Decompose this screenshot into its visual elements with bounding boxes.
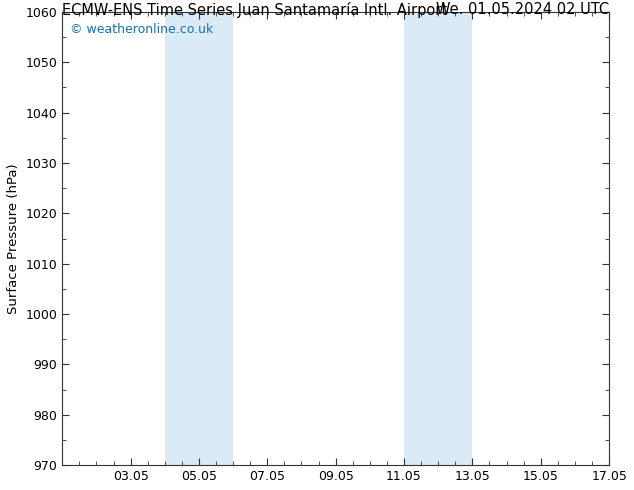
- Text: We. 01.05.2024 02 UTC: We. 01.05.2024 02 UTC: [436, 2, 609, 18]
- Text: © weatheronline.co.uk: © weatheronline.co.uk: [70, 24, 214, 36]
- Bar: [165, 12, 233, 465]
- Text: ECMW-ENS Time Series Juan Santamaría Intl. Airport: ECMW-ENS Time Series Juan Santamaría Int…: [0, 489, 1, 490]
- Text: ECMW-ENS Time Series Juan Santamaría Intl. Airport: ECMW-ENS Time Series Juan Santamaría Int…: [62, 2, 448, 19]
- Bar: [404, 12, 472, 465]
- Y-axis label: Surface Pressure (hPa): Surface Pressure (hPa): [7, 163, 20, 314]
